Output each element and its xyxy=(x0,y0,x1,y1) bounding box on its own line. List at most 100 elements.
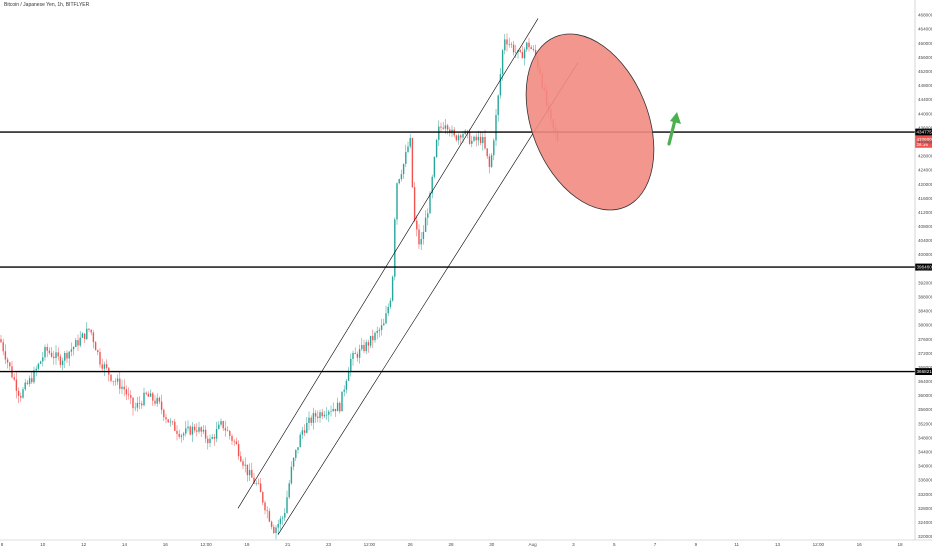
candle-body xyxy=(37,363,40,369)
candle-body xyxy=(235,441,238,445)
candle-body xyxy=(196,430,198,432)
candle-body xyxy=(0,339,2,343)
candle-body xyxy=(438,126,440,140)
candle-body xyxy=(468,132,471,144)
candle-body xyxy=(532,48,535,50)
candle-body xyxy=(180,435,183,437)
candle-body xyxy=(77,340,79,346)
candle-body xyxy=(178,433,180,437)
candle-body xyxy=(277,523,279,528)
candle-body xyxy=(336,402,339,412)
candle-body xyxy=(13,377,15,380)
annotations-group xyxy=(502,15,681,229)
candle-body xyxy=(508,44,510,45)
candle-body xyxy=(301,430,304,435)
candle-body xyxy=(26,382,29,384)
x-tick-label: 8 xyxy=(1,542,4,547)
candle-body xyxy=(365,342,367,352)
candle-body xyxy=(39,361,42,364)
up-arrow-icon[interactable] xyxy=(667,118,677,146)
candle-body xyxy=(391,276,394,301)
candle-body xyxy=(218,424,220,429)
candle-body xyxy=(310,417,312,423)
x-tick-label: 12 xyxy=(81,542,87,547)
y-tick-label: 3880000 xyxy=(918,295,932,300)
candle-body xyxy=(237,444,240,457)
candle-body xyxy=(446,125,449,130)
candle-body xyxy=(15,379,18,391)
candle-body xyxy=(4,351,7,360)
x-tick-label: 11 xyxy=(734,542,739,547)
y-tick-label: 3320000 xyxy=(918,492,932,497)
candle-body xyxy=(343,389,345,392)
current-price-tag xyxy=(915,135,932,148)
candle-body xyxy=(169,421,172,423)
candle-body xyxy=(209,438,211,444)
candle-body xyxy=(396,183,398,220)
level-price-label: 3668212 xyxy=(917,369,932,374)
candle-body xyxy=(284,512,286,518)
candle-body xyxy=(46,346,48,351)
candle-body xyxy=(2,342,4,352)
candle-body xyxy=(321,412,323,417)
candle-body xyxy=(286,497,288,513)
candle-body xyxy=(323,414,326,417)
y-tick-label: 3760000 xyxy=(918,337,932,342)
candle-body xyxy=(385,313,387,324)
y-tick-label: 4000000 xyxy=(918,252,932,257)
candle-body xyxy=(33,370,35,383)
y-tick-label: 3520000 xyxy=(918,421,932,426)
candle-body xyxy=(427,213,429,218)
channel-line[interactable] xyxy=(237,18,539,509)
candle-body xyxy=(328,411,330,415)
candle-body xyxy=(182,433,185,436)
candle-body xyxy=(125,389,128,395)
up-arrow-head xyxy=(670,112,681,124)
x-tick-label: Aug xyxy=(529,542,538,547)
candle-body xyxy=(136,403,139,408)
candle-body xyxy=(424,217,427,232)
level-price-tag xyxy=(915,263,932,271)
channel-line[interactable] xyxy=(277,62,579,535)
candle-body xyxy=(53,356,55,359)
candle-body xyxy=(281,517,284,519)
candle-body xyxy=(471,140,473,144)
candle-body xyxy=(383,323,385,326)
highlight-ellipse[interactable] xyxy=(502,15,678,229)
candle-body xyxy=(394,219,396,277)
candle-body xyxy=(42,357,44,362)
candle-body xyxy=(299,434,301,448)
candle-body xyxy=(240,456,242,462)
candle-body xyxy=(528,42,530,48)
candle-body xyxy=(231,435,233,441)
candle-body xyxy=(440,126,442,128)
candle-body xyxy=(149,393,152,397)
y-tick-label: 3600000 xyxy=(918,393,932,398)
candle-body xyxy=(493,140,495,156)
candle-body xyxy=(152,393,154,401)
candle-body xyxy=(64,352,66,361)
candle-body xyxy=(499,74,502,96)
candle-body xyxy=(167,419,169,423)
candle-body xyxy=(114,381,117,382)
candle-body xyxy=(86,328,88,339)
candle-body xyxy=(94,342,97,351)
candle-body xyxy=(81,333,84,338)
y-tick-label: 4160000 xyxy=(918,196,932,201)
candle-body xyxy=(17,390,20,396)
candle-body xyxy=(266,510,268,512)
candle-body xyxy=(215,428,218,439)
candle-body xyxy=(9,362,11,367)
candle-body xyxy=(130,395,132,398)
y-tick-label: 4200000 xyxy=(918,182,932,187)
candle-body xyxy=(268,511,271,522)
candle-body xyxy=(473,136,475,141)
candle-body xyxy=(202,429,205,432)
candle-body xyxy=(242,461,244,466)
candle-body xyxy=(119,378,121,389)
candle-body xyxy=(222,421,224,429)
candle-body xyxy=(224,428,227,431)
candle-body xyxy=(138,403,141,404)
candle-body xyxy=(411,138,414,188)
